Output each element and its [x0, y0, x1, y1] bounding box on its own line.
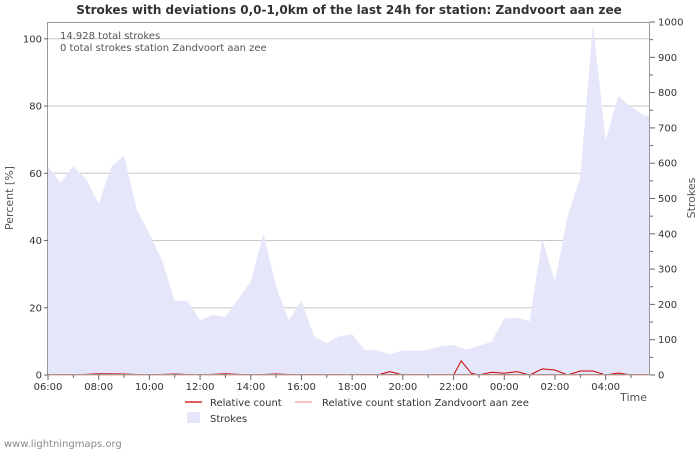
x-tick-label: 20:00 — [388, 382, 417, 393]
y-left-tick-label: 80 — [29, 102, 42, 113]
y-right-tick-label: 1000 — [658, 18, 683, 29]
plot-area — [47, 22, 650, 376]
x-axis-label: Time — [619, 391, 647, 404]
x-tick-label: 18:00 — [338, 382, 367, 393]
strokes-area — [48, 23, 650, 376]
x-tick-label: 06:00 — [34, 382, 63, 393]
x-tick-label: 22:00 — [439, 382, 468, 393]
x-tick-label: 02:00 — [541, 382, 570, 393]
chart-title: Strokes with deviations 0,0-1,0km of the… — [76, 3, 622, 17]
y-right-tick-label: 300 — [658, 265, 677, 276]
y-right-tick-label: 500 — [658, 194, 677, 205]
plot-frame — [47, 22, 650, 375]
y-right-tick-label: 400 — [658, 229, 677, 240]
y-left-tick-label: 0 — [36, 371, 42, 382]
legend-label-relative-count-station: Relative count station Zandvoort aan zee — [322, 398, 529, 409]
legend: Relative count Relative count station Za… — [185, 398, 529, 425]
y-right-tick-label: 200 — [658, 300, 677, 311]
y-axis-label-right: Strokes — [685, 177, 698, 218]
y-left-tick-label: 40 — [29, 236, 42, 247]
y-left-tick-label: 100 — [23, 34, 42, 45]
x-tick-label: 00:00 — [490, 382, 519, 393]
x-tick-label: 12:00 — [186, 382, 215, 393]
legend-swatch-strokes — [187, 412, 200, 423]
y-axis-label-left: Percent [%] — [3, 166, 16, 230]
total-strokes-annotation: 14.928 total strokes — [60, 31, 160, 42]
x-tick-label: 10:00 — [135, 382, 164, 393]
x-tick-label: 08:00 — [84, 382, 113, 393]
y-left-tick-label: 60 — [29, 169, 42, 180]
legend-label-strokes: Strokes — [210, 414, 247, 425]
station-strokes-annotation: 0 total strokes station Zandvoort aan ze… — [60, 43, 267, 54]
y-right-tick-label: 900 — [658, 53, 677, 64]
y-right-tick-label: 600 — [658, 159, 677, 170]
site-credit: www.lightningmaps.org — [4, 439, 122, 450]
x-tick-label: 04:00 — [591, 382, 620, 393]
y-right-tick-label: 800 — [658, 88, 677, 99]
right-axis: 0 100 200 300 400 500 600 700 800 900 1000 — [650, 18, 683, 382]
left-axis: 0 20 40 60 80 100 — [23, 34, 48, 382]
bottom-axis: 06:00 08:00 10:00 12:00 14:00 16:00 18:00 20:00… — [34, 375, 632, 393]
x-tick-label: 14:00 — [236, 382, 265, 393]
y-left-tick-label: 20 — [29, 303, 42, 314]
y-right-tick-label: 0 — [658, 371, 664, 382]
y-right-tick-label: 100 — [658, 335, 677, 346]
legend-label-relative-count: Relative count — [210, 398, 282, 409]
x-tick-label: 16:00 — [287, 382, 316, 393]
y-right-tick-label: 700 — [658, 123, 677, 134]
